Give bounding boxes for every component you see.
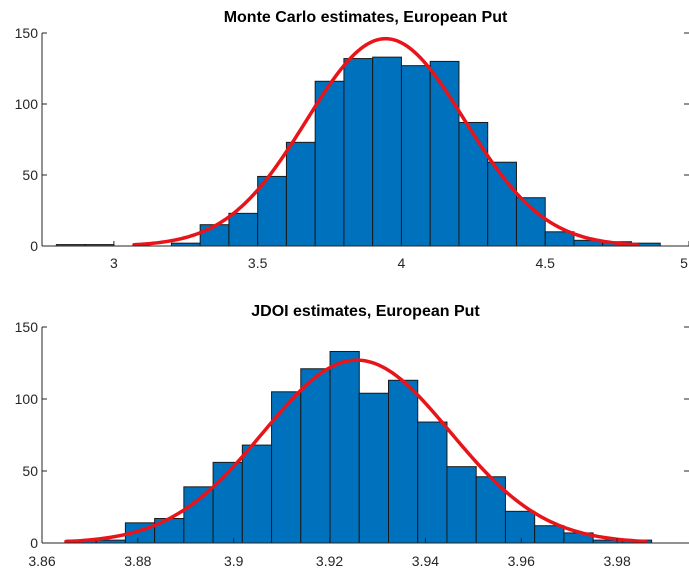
x-tick-label: 3.96 <box>508 553 535 569</box>
histogram-bar <box>314 80 345 247</box>
histogram-bar <box>241 444 273 544</box>
histogram-bar <box>534 525 565 544</box>
histogram-bar <box>458 121 489 247</box>
jdoi-histogram-panel: JDOI estimates, European Put 0 50 100 150 3.… <box>15 303 689 569</box>
x-tick-label: 3.5 <box>248 255 268 271</box>
histogram-bar <box>388 379 419 544</box>
histogram-bar <box>285 141 316 247</box>
x-tick-label: 3.92 <box>316 553 343 569</box>
x-tick-label: 3 <box>110 255 118 271</box>
histogram-bar <box>417 421 448 544</box>
histogram-bar <box>372 56 402 247</box>
histogram-bar <box>300 368 331 544</box>
normal-fit-curve <box>64 358 648 544</box>
histogram-bar <box>400 65 431 247</box>
y-tick-label: 100 <box>15 96 39 112</box>
histogram-bar <box>271 391 302 544</box>
x-tick-label: 3.88 <box>124 553 151 569</box>
x-tick-label: 5 <box>680 255 688 271</box>
histogram-bar <box>343 58 374 247</box>
y-tick-label: 50 <box>22 167 38 183</box>
histogram-bars <box>55 56 661 247</box>
histogram-bar <box>183 486 214 544</box>
x-tick-label: 3.98 <box>603 553 630 569</box>
y-tick-label: 150 <box>15 25 39 41</box>
y-tick-label: 0 <box>30 238 38 254</box>
monte-carlo-histogram-panel: Monte Carlo estimates, European Put 0 50 1… <box>15 9 689 271</box>
x-tick-label: 4.5 <box>535 255 555 271</box>
histogram-bar <box>358 392 390 544</box>
y-tick-label: 150 <box>15 319 39 335</box>
x-tick-label: 3.94 <box>412 553 439 569</box>
histogram-bar <box>329 350 360 544</box>
chart-title: JDOI estimates, European Put <box>251 303 480 320</box>
y-tick-label: 50 <box>22 463 38 479</box>
histogram-bar <box>446 466 477 544</box>
histogram-bar <box>515 197 546 247</box>
histogram-bar <box>504 510 536 544</box>
histogram-bars <box>66 350 653 544</box>
y-tick-label: 100 <box>15 391 39 407</box>
y-tick-label: 0 <box>30 535 38 551</box>
x-tick-label: 4 <box>398 255 406 271</box>
x-tick-label: 3.86 <box>28 553 55 569</box>
x-tick-label: 3.9 <box>224 553 244 569</box>
histogram-bar <box>228 212 259 247</box>
normal-fit-curve <box>132 36 639 247</box>
histogram-bar <box>257 175 287 247</box>
chart-title: Monte Carlo estimates, European Put <box>224 9 508 26</box>
